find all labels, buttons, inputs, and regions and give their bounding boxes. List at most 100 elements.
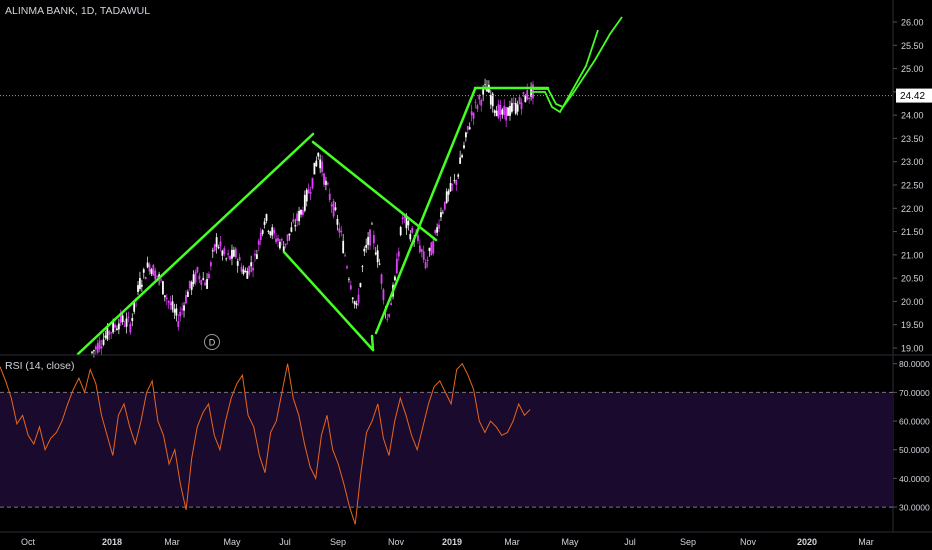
candle-body	[482, 88, 485, 95]
event-marker-circle[interactable]	[204, 334, 220, 350]
candle-body	[394, 276, 396, 281]
candle-body	[225, 258, 228, 260]
candle-body	[296, 213, 299, 221]
candle-body	[94, 346, 97, 350]
candle-body	[117, 323, 120, 330]
price-tick-label: 20.00	[901, 297, 924, 307]
candle-body	[449, 183, 452, 192]
candle-body	[461, 155, 463, 158]
time-axis[interactable]: Oct 2018 Mar May Jul Sep Nov 2019 Mar May Jul Sep No…	[21, 537, 874, 547]
candle-body	[376, 250, 379, 263]
candle-body	[319, 159, 322, 169]
candle-body	[317, 152, 320, 157]
candle-body	[131, 318, 134, 321]
candle-body	[140, 284, 143, 287]
rsi-tick-label: 80.0000	[899, 359, 930, 369]
candle-body	[259, 232, 262, 241]
time-tick-label: May	[223, 537, 241, 547]
candle-body	[499, 105, 502, 115]
time-tick-label: Oct	[21, 537, 36, 547]
candle-body	[246, 270, 249, 279]
candle-body	[518, 97, 521, 105]
candle-body	[263, 221, 266, 225]
candle-body	[284, 243, 287, 246]
candle-body	[298, 210, 300, 222]
candle-body	[447, 190, 450, 195]
candle-body	[108, 331, 111, 335]
candle-body	[399, 227, 402, 236]
candle-body	[302, 210, 304, 215]
rsi-tick-label: 30.0000	[899, 503, 930, 513]
candle-body	[526, 90, 529, 100]
trendline	[282, 250, 375, 352]
candle-body	[505, 107, 508, 121]
candle-body	[367, 237, 370, 245]
trendlines	[76, 16, 623, 356]
time-tick-label: Jul	[279, 537, 291, 547]
candle-body	[430, 242, 433, 256]
candle-body	[125, 318, 128, 327]
candle-body	[102, 339, 105, 345]
projection-path	[533, 16, 623, 109]
candle-body	[91, 351, 93, 353]
candle-body	[177, 321, 180, 327]
time-tick-label: Mar	[504, 537, 520, 547]
time-tick-label: 2019	[442, 537, 462, 547]
candle-body	[215, 237, 218, 247]
candle-body	[453, 180, 456, 182]
candle-body	[146, 262, 149, 268]
candle-body	[139, 278, 141, 289]
candle-body	[173, 309, 176, 313]
candle-body	[280, 239, 283, 241]
projection-path	[530, 29, 599, 114]
candle-body	[390, 303, 393, 306]
time-tick-label: 2020	[797, 537, 817, 547]
candle-body	[209, 262, 212, 267]
candle-body	[369, 229, 371, 246]
candle-body	[315, 160, 318, 167]
rsi-tick-label: 70.0000	[899, 388, 930, 398]
price-tick-label: 26.00	[901, 18, 924, 28]
candle-body	[188, 280, 191, 289]
candle-body	[127, 316, 130, 318]
candle-body	[470, 111, 473, 116]
candle-body	[463, 145, 465, 149]
candle-body	[474, 102, 477, 103]
candle-body	[133, 300, 136, 312]
candle-body	[242, 269, 245, 274]
candle-body	[129, 323, 132, 333]
candles	[91, 78, 534, 358]
candle-body	[443, 201, 446, 210]
candle-body	[426, 259, 429, 261]
time-tick-label: Mar	[164, 537, 180, 547]
candle-body	[294, 225, 297, 227]
candle-body	[336, 218, 339, 225]
candle-body	[144, 277, 147, 280]
time-tick-label: Jul	[624, 537, 636, 547]
candle-body	[365, 244, 368, 248]
candle-body	[407, 221, 410, 226]
price-tick-label: 20.50	[901, 274, 924, 284]
candle-body	[190, 282, 193, 290]
candle-body	[434, 230, 437, 234]
candle-body	[522, 92, 525, 94]
candle-body	[495, 110, 498, 117]
candle-body	[204, 282, 207, 286]
candle-body	[372, 235, 375, 244]
candle-body	[328, 193, 331, 200]
candle-body	[507, 107, 509, 116]
candle-body	[355, 303, 358, 306]
candle-body	[361, 266, 364, 268]
candle-body	[219, 241, 222, 247]
candle-body	[464, 132, 467, 138]
candle-body	[511, 103, 513, 112]
candle-body	[501, 109, 504, 115]
rsi-axis[interactable]: 80.0000 70.0000 60.0000 50.0000 40.0000 30.00…	[893, 359, 930, 513]
candle-body	[292, 219, 295, 223]
candle-body	[286, 234, 289, 242]
candle-body	[200, 279, 203, 285]
current-price-box	[896, 88, 932, 103]
candle-body	[489, 95, 492, 105]
candle-body	[254, 253, 256, 256]
